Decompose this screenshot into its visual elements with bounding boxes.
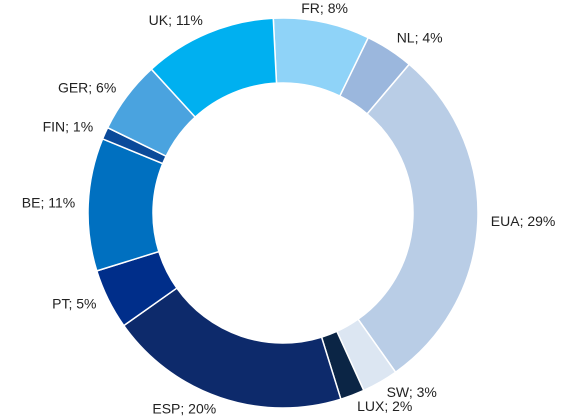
donut-slice: UK	[150, 17, 278, 119]
donut-slice: ESP	[122, 287, 342, 409]
data-label: EUA; 29%	[491, 213, 556, 229]
data-label: UK; 11%	[149, 12, 203, 28]
donut-slice: EUA	[357, 63, 479, 374]
data-label: BE; 11%	[22, 195, 75, 211]
data-label: FIN; 1%	[43, 119, 94, 135]
data-label: ESP; 20%	[152, 401, 216, 417]
data-label: NL; 4%	[397, 30, 443, 46]
data-label: SW; 3%	[387, 384, 437, 400]
data-label: LUX; 2%	[357, 398, 412, 414]
data-label: PT; 5%	[52, 296, 96, 312]
data-label: FR; 8%	[301, 0, 348, 16]
data-label: GER; 6%	[58, 79, 116, 95]
